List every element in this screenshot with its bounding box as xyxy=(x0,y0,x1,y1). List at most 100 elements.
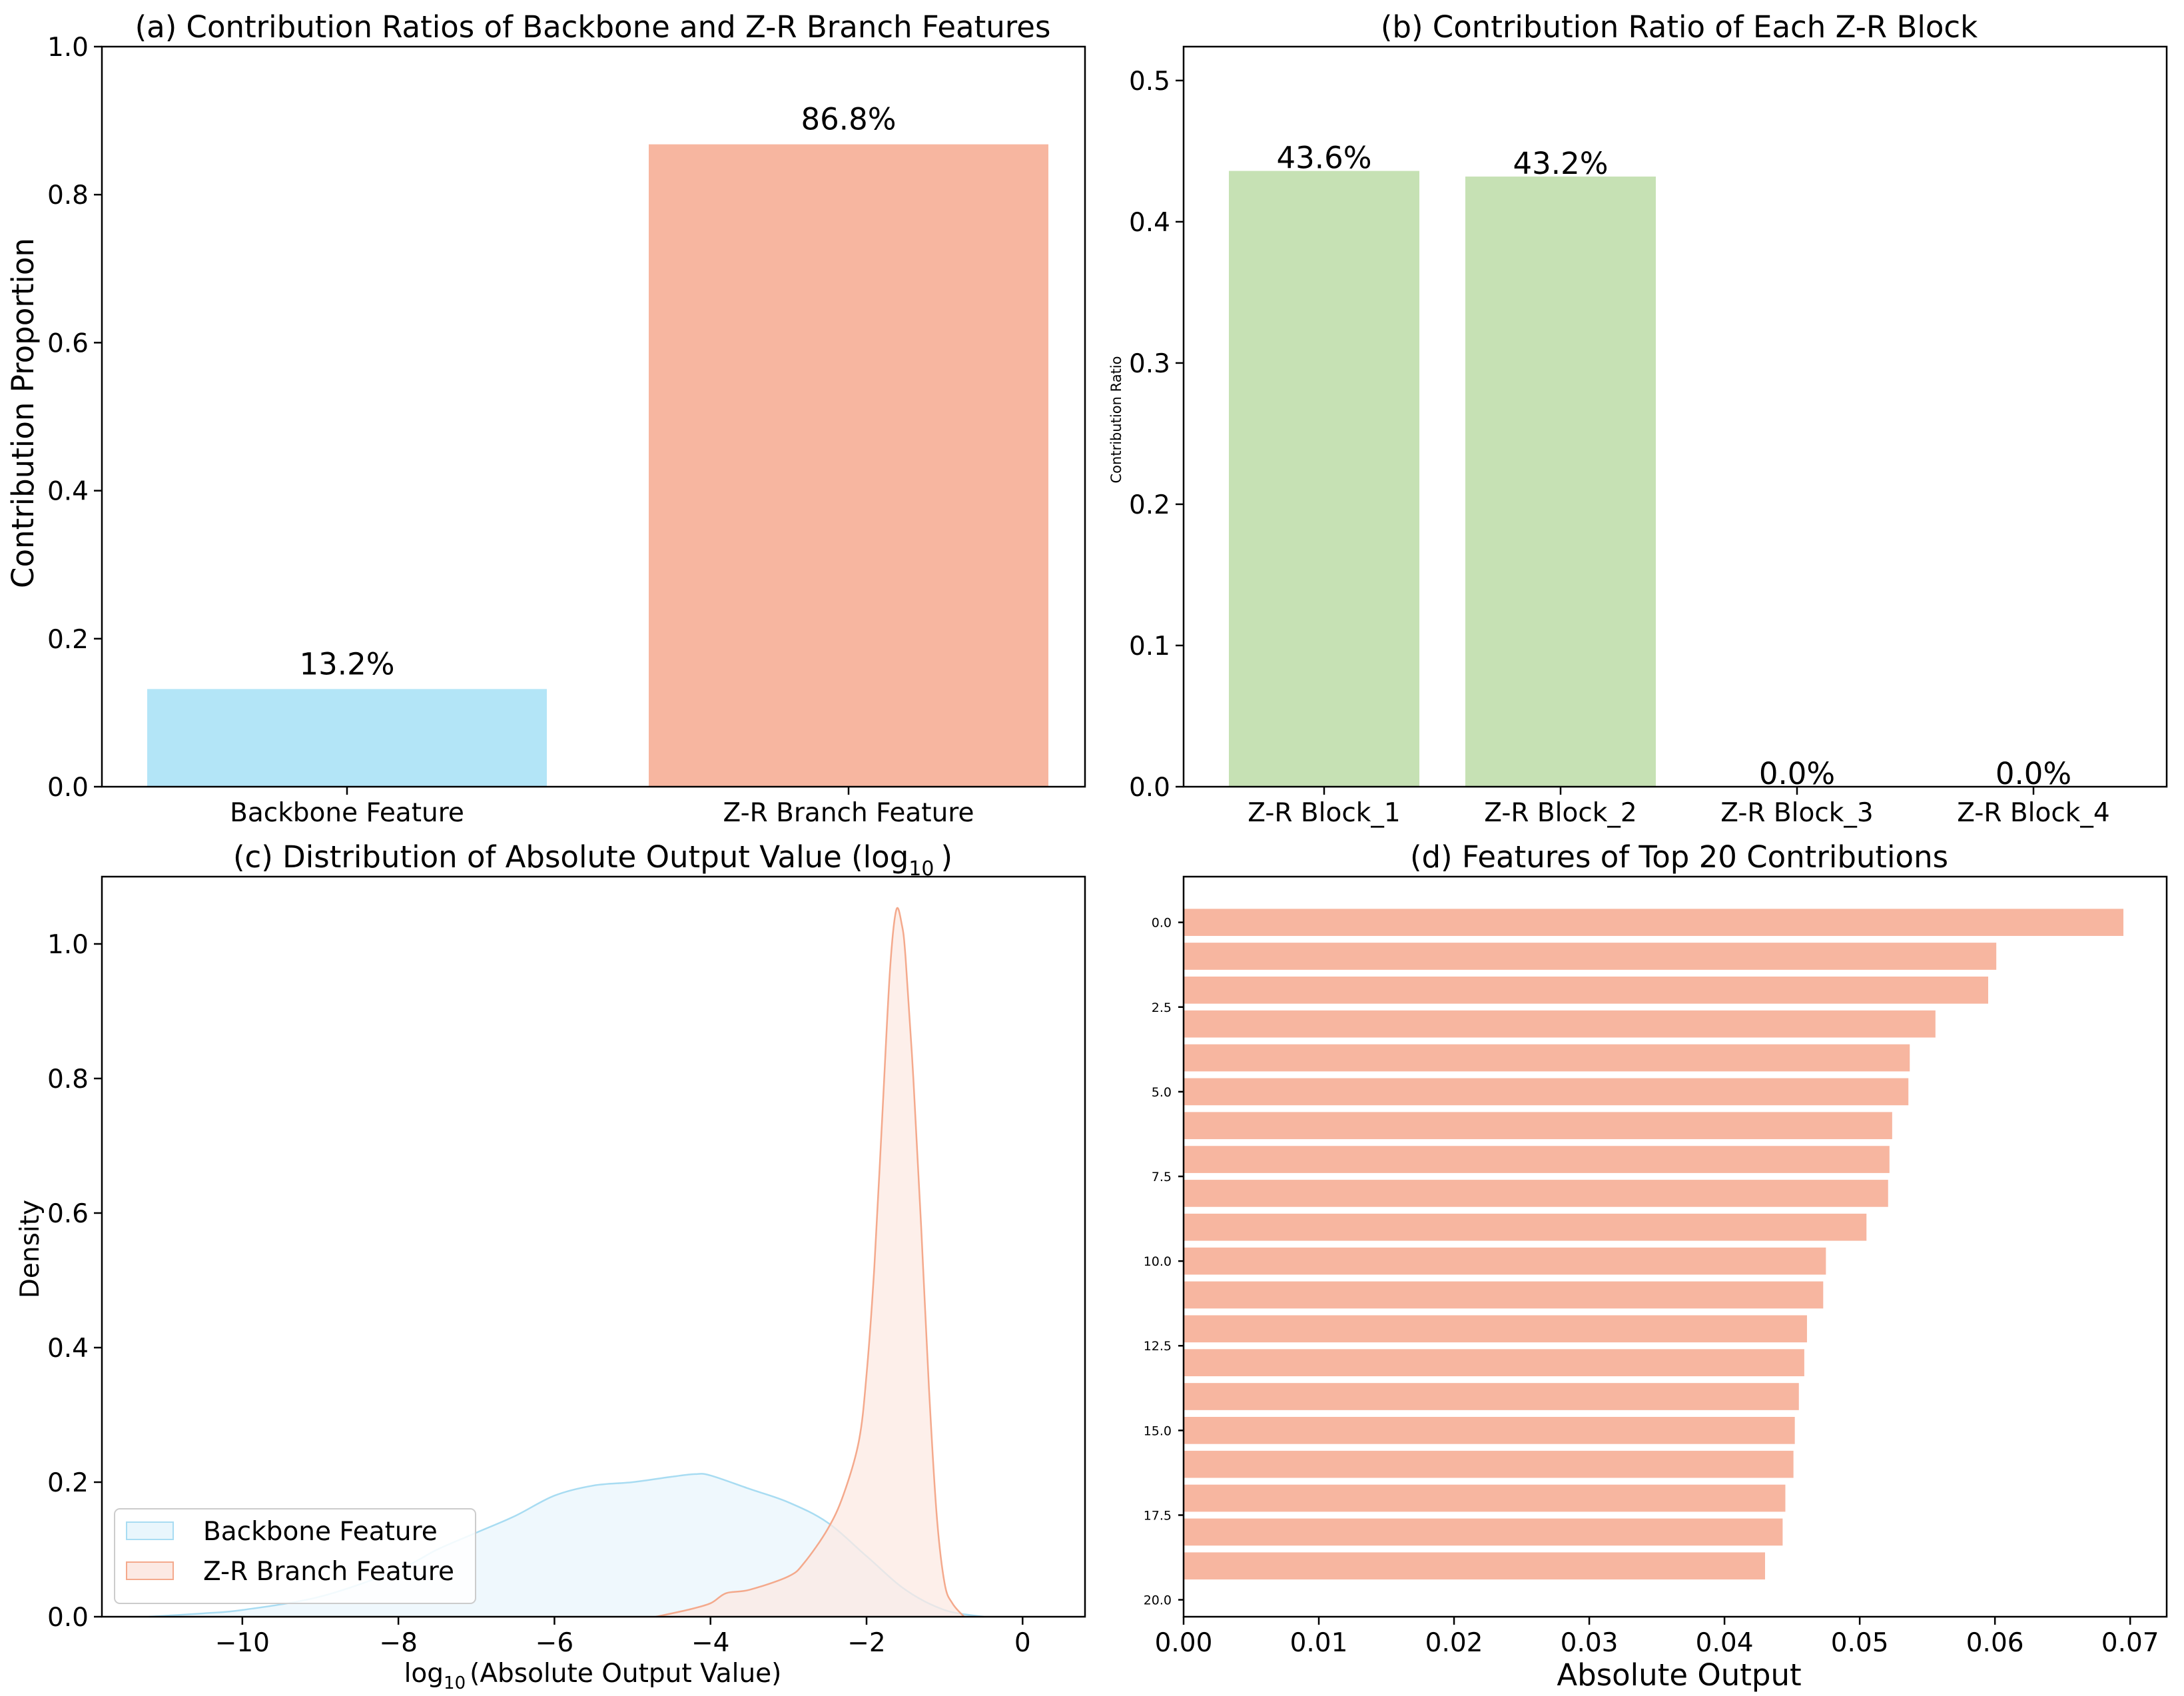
panel-b-axes: 0.0 0.1 0.2 0.3 0.4 0.5 Z-R Block_1 Z-R Block_2… xyxy=(1129,67,2110,828)
panel-d-frame xyxy=(1182,875,2168,1618)
panel-d-xtick-label: 0.01 xyxy=(1290,1628,1348,1658)
panel-c-ytick-label: 0.8 xyxy=(47,1064,89,1094)
panel-d-bar xyxy=(1184,1281,1824,1309)
panel-c-xtick-label: −8 xyxy=(379,1628,418,1658)
panel-d-ytick-label: 5.0 xyxy=(1152,1085,1172,1100)
panel-a-frame xyxy=(101,45,1086,788)
panel-a-ytick-label: 0.8 xyxy=(47,181,89,211)
panel-d-xtick-label: 0.07 xyxy=(2101,1628,2159,1658)
panel-d-ytick-label: 2.5 xyxy=(1152,1001,1172,1015)
panel-b-bars: 43.6% 43.2% 0.0% 0.0% xyxy=(1229,141,2071,791)
panel-d-bar xyxy=(1184,1010,1936,1038)
panel-a-bar-chart: (a) Contribution Ratios of Backbone and … xyxy=(5,9,1086,828)
panel-c-xtick-label: −2 xyxy=(847,1628,886,1658)
panel-a-bars: 13.2% 86.8% xyxy=(147,102,1048,787)
panel-d-ytick-label: 15.0 xyxy=(1144,1424,1172,1438)
panel-c-title-main: (c) Distribution of Absolute Output Valu… xyxy=(233,839,909,875)
panel-d-xtick-label: 0.02 xyxy=(1425,1628,1483,1658)
legend-label-zr-branch: Z-R Branch Feature xyxy=(203,1557,454,1587)
panel-d-axes: 0.0 2.5 5.0 7.5 10.0 12.5 15.0 17.5 20.0 0.00 0.01… xyxy=(1144,916,2159,1658)
panel-d-hbar-chart: (d) Features of Top 20 Contributions Abs… xyxy=(1144,839,2168,1693)
panel-c-legend: Backbone Feature Z-R Branch Feature xyxy=(114,1508,476,1604)
panel-d-bar xyxy=(1184,1078,1909,1106)
panel-c-xtick-label: 0 xyxy=(1014,1628,1031,1658)
panel-d-title: (d) Features of Top 20 Contributions xyxy=(1410,839,1948,875)
panel-d-bar xyxy=(1184,1247,1826,1275)
panel-a-ytick-label: 1.0 xyxy=(47,33,89,63)
panel-c-axes: 0.0 0.2 0.4 0.6 0.8 1.0 −10 −8 −6 −4 −2 0 xyxy=(47,930,1031,1658)
panel-b-xtick-label: Z-R Block_4 xyxy=(1957,798,2109,828)
panel-c-xlabel-main: log xyxy=(404,1659,444,1689)
panel-a-ytick-label: 0.2 xyxy=(47,625,89,655)
panel-c-ytick-label: 1.0 xyxy=(47,930,89,960)
panel-d-ytick-label: 20.0 xyxy=(1144,1593,1172,1608)
panel-c-ytick-label: 0.2 xyxy=(47,1468,89,1498)
panel-d-bar xyxy=(1184,1383,1799,1410)
panel-c-ylabel: Density xyxy=(15,1200,45,1298)
panel-d-bar xyxy=(1184,1484,1786,1512)
panel-b-ytick-label: 0.5 xyxy=(1129,67,1170,97)
panel-c-xtick-label: −10 xyxy=(215,1628,270,1658)
panel-c-xlabel-end: (Absolute Output Value) xyxy=(470,1659,781,1689)
panel-d-bar xyxy=(1184,1518,1783,1546)
panel-b-ytick-label: 0.4 xyxy=(1129,208,1170,238)
panel-b-ytick-label: 0.1 xyxy=(1129,632,1170,661)
panel-d-bar xyxy=(1184,1213,1867,1241)
panel-d-bar xyxy=(1184,1180,1888,1207)
panel-d-bar xyxy=(1184,909,2124,936)
panel-a-axes: 0.0 0.2 0.4 0.6 0.8 1.0 Backbone Feature Z-R Br… xyxy=(47,33,974,828)
panel-c-area-fill xyxy=(149,1474,984,1617)
panel-d-bar xyxy=(1184,1044,1910,1072)
panel-b-frame xyxy=(1182,45,2168,788)
panel-d-bar xyxy=(1184,1552,1766,1580)
panel-d-bar xyxy=(1184,1315,1807,1343)
panel-a-bar xyxy=(147,689,547,787)
panel-c-ytick-label: 0.6 xyxy=(47,1199,89,1229)
panel-d-ytick-label: 12.5 xyxy=(1144,1339,1172,1354)
panel-c-title: (c) Distribution of Absolute Output Valu… xyxy=(233,839,952,881)
panel-d-xlabel: Absolute Output xyxy=(1557,1657,1801,1693)
panel-a-xtick-label: Backbone Feature xyxy=(230,798,464,828)
panel-d-xtick-label: 0.00 xyxy=(1155,1628,1213,1658)
panel-a-ytick-label: 0.4 xyxy=(47,477,89,507)
legend-box xyxy=(114,1508,476,1604)
panel-d-ytick-label: 10.0 xyxy=(1144,1254,1172,1269)
legend-label-backbone: Backbone Feature xyxy=(203,1517,438,1547)
panel-d-xtick-label: 0.04 xyxy=(1696,1628,1754,1658)
panel-b-bar xyxy=(1229,171,1419,787)
panel-c-title-end: ) xyxy=(940,839,952,875)
panel-d-bar xyxy=(1184,1450,1794,1478)
panel-b-xtick-label: Z-R Block_1 xyxy=(1248,798,1400,828)
panel-b-data-label: 0.0% xyxy=(1759,756,1835,791)
panel-c-frame xyxy=(101,875,1086,1618)
panel-b-ytick-label: 0.2 xyxy=(1129,490,1170,520)
panel-d-bar xyxy=(1184,1146,1890,1173)
panel-d-bar xyxy=(1184,1417,1795,1444)
panel-b-data-label: 43.2% xyxy=(1513,146,1609,181)
panel-d-bar xyxy=(1184,1349,1804,1376)
panel-c-area-line xyxy=(655,907,965,1618)
panel-c-area-fill xyxy=(655,907,964,1617)
panel-b-ytick-label: 0.0 xyxy=(1129,773,1170,803)
panel-d-bar xyxy=(1184,943,1997,970)
panel-b-ylabel: Contribution Ratio xyxy=(1108,356,1124,484)
panel-b-ytick-label: 0.3 xyxy=(1129,349,1170,379)
panel-b-bar xyxy=(1465,177,1656,787)
panel-d-bars xyxy=(1184,909,2124,1580)
panel-a-title: (a) Contribution Ratios of Backbone and … xyxy=(135,9,1051,45)
panel-c-xlabel-sub: 10 xyxy=(444,1673,466,1693)
panel-b-data-label: 0.0% xyxy=(1996,756,2071,791)
legend-swatch-zr-branch xyxy=(126,1561,174,1580)
panel-a-bar xyxy=(649,144,1048,787)
panel-b-xtick-label: Z-R Block_3 xyxy=(1720,798,1873,828)
panel-c-density-chart: (c) Distribution of Absolute Output Valu… xyxy=(15,839,1086,1693)
panel-d-xtick-label: 0.05 xyxy=(1831,1628,1889,1658)
panel-a-ytick-label: 0.0 xyxy=(47,773,89,803)
panel-c-ytick-label: 0.0 xyxy=(47,1603,89,1633)
panel-a-ylabel: Contribution Proportion xyxy=(5,238,41,588)
panel-d-ytick-label: 17.5 xyxy=(1144,1508,1172,1523)
panel-c-ytick-label: 0.4 xyxy=(47,1334,89,1364)
panel-a-ytick-label: 0.6 xyxy=(47,328,89,358)
panel-b-data-label: 43.6% xyxy=(1277,141,1372,176)
